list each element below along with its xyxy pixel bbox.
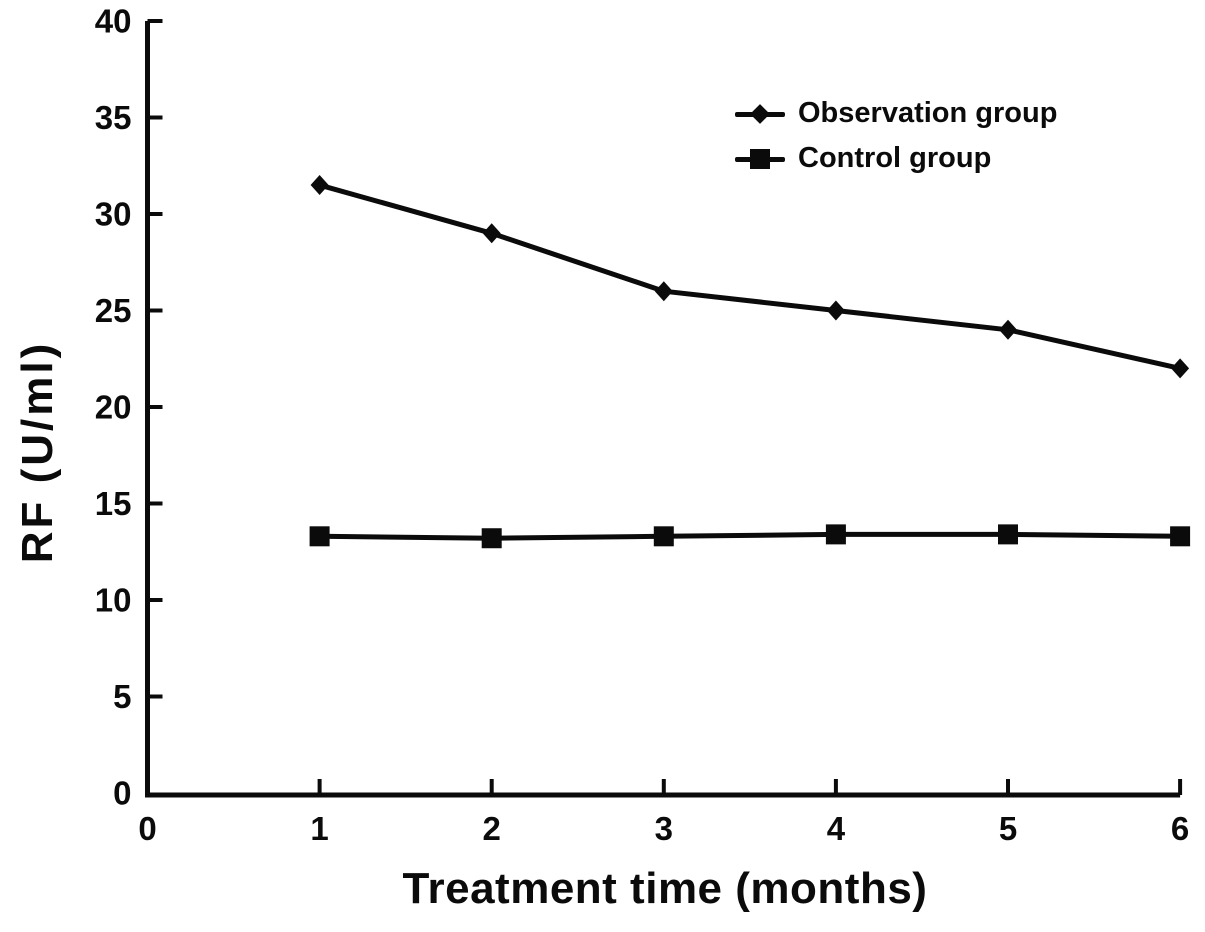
- legend-item-control-group: Control group: [735, 136, 1057, 181]
- observation-group-point-month-3: [654, 281, 673, 302]
- x-tick-label-5: 5: [999, 810, 1017, 847]
- diamond-glyph: [750, 103, 770, 124]
- x-tick-label-3: 3: [655, 810, 673, 847]
- x-tick-label-6: 6: [1171, 810, 1189, 847]
- square-marker-icon: [735, 147, 785, 171]
- observation-group-point-month-1: [310, 175, 329, 196]
- observation-group-line: [318, 182, 1181, 371]
- y-tick-label-15: 15: [95, 485, 132, 522]
- legend-label-control-group: Control group: [798, 142, 992, 174]
- observation-group-point-month-4: [826, 300, 845, 321]
- y-tick-label-40: 40: [95, 3, 132, 40]
- y-axis-title: RF (U/ml): [13, 340, 62, 564]
- y-tick-label-30: 30: [95, 196, 132, 233]
- x-tick-label-2: 2: [483, 810, 501, 847]
- observation-group-point-month-2: [482, 223, 501, 244]
- control-group-point-month-3: [653, 526, 674, 547]
- control-group-point-month-2: [481, 528, 502, 549]
- y-tick-label-0: 0: [113, 775, 131, 812]
- control-group-line: [319, 531, 1181, 541]
- legend-item-observation-group: Observation group: [735, 91, 1057, 136]
- observation-group-point-month-6: [1171, 358, 1190, 379]
- y-tick-label-20: 20: [95, 389, 132, 426]
- x-axis-title: Treatment time (months): [402, 864, 928, 913]
- control-group-point-month-5: [998, 524, 1018, 545]
- x-tick-label-0: 0: [138, 810, 156, 847]
- legend-label-observation-group: Observation group: [798, 97, 1058, 129]
- square-glyph: [750, 148, 770, 169]
- y-tick-label-25: 25: [95, 292, 132, 329]
- x-tick-label-4: 4: [827, 810, 846, 847]
- y-tick-label-35: 35: [95, 99, 132, 136]
- y-tick-label-10: 10: [95, 582, 132, 619]
- observation-group-point-month-5: [999, 319, 1017, 340]
- diamond-marker-icon: [735, 102, 785, 126]
- control-group-point-month-6: [1170, 526, 1191, 547]
- legend: Observation group Control group: [735, 91, 1057, 181]
- control-group-point-month-1: [309, 526, 330, 547]
- control-group-point-month-4: [825, 524, 846, 545]
- y-tick-label-5: 5: [113, 678, 131, 715]
- x-tick-label-1: 1: [310, 810, 328, 847]
